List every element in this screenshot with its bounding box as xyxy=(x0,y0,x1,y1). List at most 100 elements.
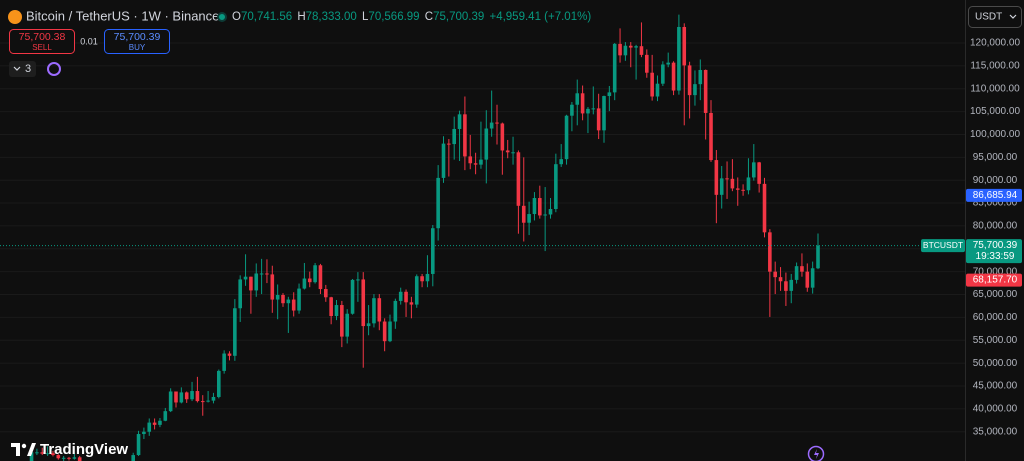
y-tick-label: 115,000.00 xyxy=(970,60,1020,71)
y-tick-label: 100,000.00 xyxy=(970,129,1020,140)
chevron[interactable] xyxy=(13,66,21,71)
candle-body xyxy=(254,273,259,291)
y-tick-label: 120,000.00 xyxy=(970,38,1020,49)
candle-body xyxy=(484,128,489,160)
countdown: 19:33:59 xyxy=(976,251,1015,262)
candle-body xyxy=(313,265,317,283)
candle-body xyxy=(200,401,205,403)
sync-icon[interactable] xyxy=(47,62,61,76)
candle-body xyxy=(436,177,440,229)
buy-button[interactable]: 75,700.39 BUY xyxy=(104,29,170,54)
candle-body xyxy=(259,273,264,275)
candle-body xyxy=(158,420,162,425)
candle-body xyxy=(61,457,66,459)
alert-bolt[interactable] xyxy=(814,449,819,459)
currency[interactable]: USDT xyxy=(975,12,1002,23)
candle-body xyxy=(671,62,676,91)
y-tick-label: 55,000.00 xyxy=(973,335,1018,346)
currency-box[interactable] xyxy=(968,6,1022,28)
candle-body xyxy=(131,455,135,461)
candle-body xyxy=(479,159,483,165)
candle-body xyxy=(40,452,45,454)
candle-body xyxy=(505,150,510,153)
candle-body xyxy=(350,279,355,314)
candle-body xyxy=(516,152,521,206)
change: +4,959.41 (+7.01%) xyxy=(489,11,591,23)
price-label: 75,700.39 xyxy=(973,240,1018,251)
candle-body xyxy=(677,26,681,91)
ohlc-value: 70,741.56 xyxy=(241,11,292,23)
candle-body xyxy=(746,177,751,191)
sell-label[interactable]: SELL xyxy=(32,43,52,52)
sell-box[interactable] xyxy=(9,29,75,54)
price-tag xyxy=(966,188,1022,202)
buy-price[interactable]: 75,700.39 xyxy=(114,31,161,43)
buy-box[interactable] xyxy=(104,29,170,54)
candle-body xyxy=(67,457,71,459)
candle-body xyxy=(757,162,761,184)
candle-body xyxy=(447,143,451,145)
buy-label[interactable]: BUY xyxy=(129,43,146,52)
price-tag xyxy=(966,239,1022,264)
y-tick-label: 85,000.00 xyxy=(973,198,1018,209)
candle-body xyxy=(174,391,178,403)
candle-body xyxy=(687,65,692,96)
y-tick-label: 70,000.00 xyxy=(973,266,1018,277)
logo-mark xyxy=(27,443,36,456)
candle-body xyxy=(800,266,804,272)
market-status[interactable] xyxy=(217,12,227,22)
candle-body xyxy=(377,298,382,322)
candle-body xyxy=(538,198,542,216)
candle-body xyxy=(291,299,296,311)
candle-body xyxy=(586,108,590,114)
candle-body xyxy=(773,271,777,278)
ohlc-legend: O70,741.56 H78,333.00 L70,566.99 C75,700… xyxy=(232,11,591,23)
sell-button[interactable]: 75,700.38 SELL xyxy=(9,29,75,54)
candle-body xyxy=(281,294,285,304)
candle-body xyxy=(580,93,585,114)
grid xyxy=(0,42,965,433)
candle-body xyxy=(318,265,323,290)
candle-body xyxy=(238,279,242,309)
y-tick-label: 110,000.00 xyxy=(970,83,1020,94)
candle-body xyxy=(382,321,387,342)
candle-body xyxy=(762,183,767,233)
candle-body xyxy=(703,69,708,113)
indicators-toggle[interactable]: 3 xyxy=(9,61,36,77)
chevron[interactable] xyxy=(1009,14,1017,19)
candle-body xyxy=(184,392,189,400)
brand-name: TradingView xyxy=(40,441,128,458)
candle-body xyxy=(698,69,703,85)
y-tick-label: 105,000.00 xyxy=(970,106,1020,117)
currency-select[interactable]: USDT xyxy=(968,6,1022,28)
toggle-box[interactable] xyxy=(9,61,36,77)
candle-body xyxy=(307,278,312,283)
candle-body xyxy=(29,452,34,461)
candle-body xyxy=(634,46,638,48)
candle-body xyxy=(778,277,783,282)
candle-body xyxy=(51,453,55,456)
candle-body xyxy=(666,62,670,65)
y-tick-label: 95,000.00 xyxy=(973,152,1018,163)
symbol-icon[interactable] xyxy=(8,10,22,24)
candle-body xyxy=(270,274,275,300)
candle-body xyxy=(163,411,168,421)
candle-body xyxy=(77,457,82,461)
candle-body xyxy=(265,273,269,275)
symbol-title[interactable]: Bitcoin / TetherUS · 1W · Binance xyxy=(26,8,219,23)
sell-price[interactable]: 75,700.38 xyxy=(19,31,66,43)
candle-body xyxy=(532,198,537,215)
alert-icon[interactable] xyxy=(807,445,825,461)
indicators-count[interactable]: 3 xyxy=(25,63,31,75)
candle-body xyxy=(217,370,221,397)
candle-body xyxy=(714,160,719,195)
candle-body xyxy=(393,300,398,322)
candle-body xyxy=(735,188,740,190)
candle-body xyxy=(142,431,146,435)
candle-body xyxy=(345,313,349,337)
candle-body xyxy=(324,289,328,298)
candle-body xyxy=(366,323,371,327)
y-tick-label: 50,000.00 xyxy=(973,358,1018,369)
candle-body xyxy=(623,45,628,56)
